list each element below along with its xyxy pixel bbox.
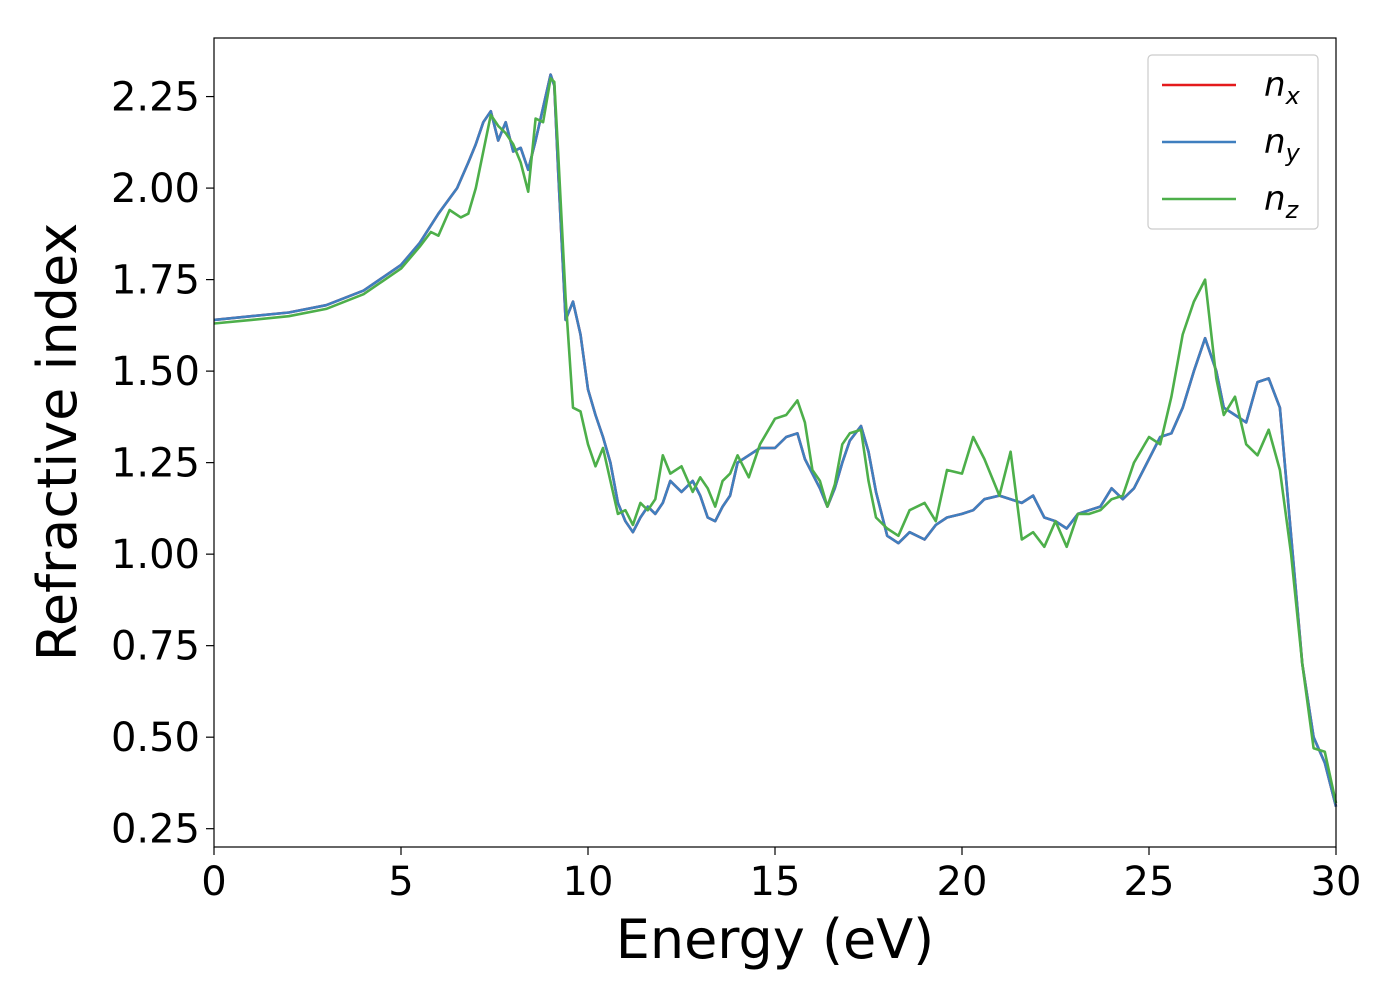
x-tick-label: 0	[201, 859, 226, 905]
legend-subscript: x	[1285, 82, 1301, 110]
series-line-ny	[213, 73, 1338, 808]
y-tick-label: 0.50	[111, 715, 200, 761]
x-tick-label: 20	[937, 859, 988, 905]
y-tick-label: 2.00	[111, 166, 200, 212]
x-axis-label: Energy (eV)	[616, 908, 935, 971]
y-axis-label: Refractive index	[26, 223, 89, 662]
x-tick-label: 5	[388, 859, 413, 905]
legend-subscript: y	[1285, 139, 1301, 167]
y-tick-label: 1.75	[111, 258, 200, 304]
y-axis: 0.25 0.50 0.75 1.00 1.25 1.50 1.75 2.00 2.25	[111, 75, 214, 853]
y-tick-label: 2.25	[111, 75, 200, 121]
x-tick-label: 30	[1311, 859, 1362, 905]
y-tick-label: 1.50	[111, 349, 200, 395]
x-tick-label: 25	[1124, 859, 1175, 905]
legend-subscript: z	[1285, 196, 1300, 224]
y-tick-label: 1.00	[111, 532, 200, 578]
x-tick-label: 15	[750, 859, 801, 905]
series-layer	[213, 73, 1338, 808]
series-line-nz	[213, 77, 1338, 804]
x-tick-label: 10	[563, 859, 614, 905]
y-tick-label: 0.75	[111, 624, 200, 670]
x-axis: 0 5 10 15 20 25 30	[201, 847, 1361, 905]
y-tick-label: 1.25	[111, 441, 200, 487]
y-tick-label: 0.25	[111, 807, 200, 853]
